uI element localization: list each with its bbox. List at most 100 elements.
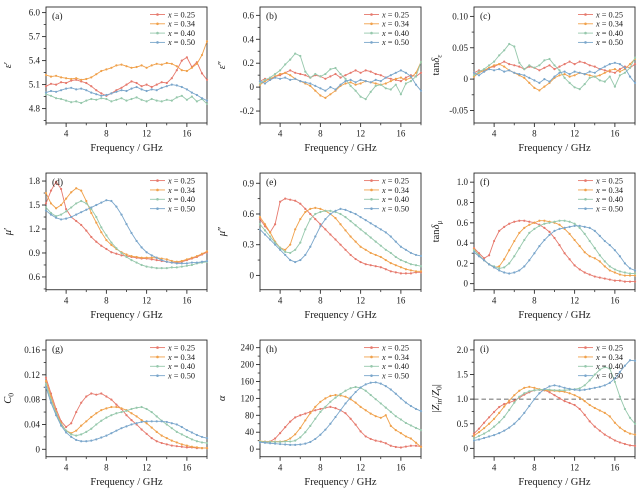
y-tick-label: -0.05 <box>449 105 468 115</box>
x-tick-label: 8 <box>318 129 323 139</box>
x-tick-label: 16 <box>182 295 191 305</box>
x-tick-label: 12 <box>356 129 365 139</box>
panel-label: (a) <box>52 11 63 22</box>
series-0.25 <box>258 197 423 275</box>
y-tick-label: 5.1 <box>29 80 40 90</box>
axes-ticks: 4 8 12 16 0.6 0.9 1.2 1.5 1.8 <box>29 176 208 305</box>
subplot-b: 4 8 12 16 -0.2 0 0.2 0.4 0.6 Frequency / GHz ε″ (b)… <box>214 0 428 166</box>
y-tick-label: 0 <box>463 279 468 289</box>
series-0.50 <box>472 359 637 442</box>
series-0.34 <box>472 385 637 437</box>
x-axis-label: Frequency / GHz <box>518 143 591 154</box>
x-tick-label: 16 <box>396 462 405 472</box>
legend: x = 0.25x = 0.34x = 0.40x = 0.50 <box>364 10 410 47</box>
y-tick-label: 0.5 <box>457 419 469 429</box>
subplot-g: 4 8 12 16 0 0.04 0.08 0.12 0.16 Frequency / GHz C0… <box>0 333 214 500</box>
series-0.50 <box>44 386 209 443</box>
x-axis-label: Frequency / GHz <box>304 143 377 154</box>
x-axis-label: Frequency / GHz <box>518 477 591 488</box>
series-0.50 <box>258 381 423 446</box>
series-0.40 <box>44 382 209 445</box>
legend: x = 0.25x = 0.34x = 0.40x = 0.50 <box>150 176 196 213</box>
series-0.50 <box>44 199 209 265</box>
legend-label: x = 0.25 <box>381 343 409 352</box>
y-tick-label: 0.9 <box>243 178 255 188</box>
subplot-e: 4 8 12 16 0 0.3 0.6 0.9 Frequency / GHz μ″ (e) x = … <box>214 166 428 333</box>
x-tick-label: 8 <box>532 129 537 139</box>
x-axis-label: Frequency / GHz <box>518 310 591 321</box>
y-tick-label: 160 <box>241 376 255 386</box>
y-tick-label: -0.2 <box>240 106 254 116</box>
y-tick-label: 0.12 <box>24 370 40 380</box>
x-tick-label: 8 <box>104 129 109 139</box>
x-tick-label: 4 <box>64 462 69 472</box>
legend-label: x = 0.34 <box>595 20 624 29</box>
legend-label: x = 0.40 <box>595 29 623 38</box>
x-tick-label: 16 <box>610 129 620 139</box>
y-tick-label: 0.16 <box>24 345 40 355</box>
legend-label: x = 0.34 <box>381 186 410 195</box>
x-tick-label: 12 <box>570 295 579 305</box>
series-0.50 <box>472 224 637 275</box>
x-axis-label: Frequency / GHz <box>304 477 377 488</box>
x-tick-label: 8 <box>532 295 537 305</box>
chart-a: 4 8 12 16 4.8 5.1 5.4 5.7 6.0 Frequency / GHz ε′ (a… <box>3 6 209 154</box>
series-0.25 <box>44 376 209 450</box>
y-tick-label: 4.8 <box>29 104 41 114</box>
legend-label: x = 0.40 <box>381 362 409 371</box>
y-tick-label: 0.08 <box>24 395 40 405</box>
y-tick-label: 40 <box>245 427 254 437</box>
axes-ticks: 4 8 12 16 4.8 5.1 5.4 5.7 6.0 <box>29 8 208 139</box>
y-tick-label: 0.3 <box>243 240 255 250</box>
x-tick-label: 16 <box>182 129 192 139</box>
x-axis-label: Frequency / GHz <box>90 310 163 321</box>
legend-label: x = 0.34 <box>167 353 196 362</box>
series-0.50 <box>258 69 423 92</box>
legend: x = 0.25x = 0.34x = 0.40x = 0.50 <box>578 343 624 380</box>
legend-label: x = 0.34 <box>595 353 624 362</box>
y-axis-label: ε′ <box>3 62 14 68</box>
axes-ticks: 4 8 12 16 0 0.3 0.6 0.9 <box>243 178 422 305</box>
legend-label: x = 0.50 <box>381 38 409 47</box>
legend-label: x = 0.50 <box>381 204 409 213</box>
x-tick-label: 4 <box>492 462 497 472</box>
y-tick-label: 5.7 <box>29 32 41 42</box>
x-tick-label: 12 <box>570 462 579 472</box>
chart-d: 4 8 12 16 0.6 0.9 1.2 1.5 1.8 Frequency / GHz μ′ (d… <box>3 172 209 321</box>
y-tick-label: 120 <box>241 393 255 403</box>
axes-ticks: 4 8 12 16 0 0.2 0.4 0.6 0.8 1.0 <box>457 177 636 305</box>
axes-ticks: 4 8 12 16 -0.2 0 0.2 0.4 0.6 <box>240 10 422 139</box>
y-tick-label: 0.2 <box>457 258 469 268</box>
y-tick-label: 5.4 <box>29 56 41 66</box>
legend: x = 0.25x = 0.34x = 0.40x = 0.50 <box>578 10 624 47</box>
x-axis-label: Frequency / GHz <box>90 143 163 154</box>
axes-ticks: 4 8 12 16 -0.05 0 0.05 0.10 <box>449 11 636 139</box>
legend-label: x = 0.50 <box>167 204 195 213</box>
x-tick-label: 16 <box>396 129 406 139</box>
y-tick-label: 0.8 <box>457 197 469 207</box>
x-tick-label: 12 <box>570 129 579 139</box>
y-tick-label: 1.5 <box>457 370 469 380</box>
legend-label: x = 0.25 <box>167 176 195 185</box>
panel-label: (c) <box>480 11 491 22</box>
legend-label: x = 0.50 <box>595 204 623 213</box>
series-0.25 <box>472 60 637 74</box>
subplot-f: 4 8 12 16 0 0.2 0.4 0.6 0.8 1.0 Frequency / GHz tan… <box>428 166 642 333</box>
x-tick-label: 4 <box>492 129 497 139</box>
y-tick-label: 1.8 <box>29 176 41 186</box>
y-tick-label: 0.6 <box>243 209 255 219</box>
y-axis-label: |Zin/Z0| <box>431 384 444 413</box>
series-0.25 <box>472 388 637 447</box>
subplot-c: 4 8 12 16 -0.05 0 0.05 0.10 Frequency / GHz tanδε… <box>428 0 642 166</box>
series-0.40 <box>472 365 637 440</box>
y-tick-label: 0.05 <box>452 43 468 53</box>
series-0.34 <box>472 57 637 92</box>
legend-label: x = 0.40 <box>167 362 195 371</box>
y-axis-label: μ′ <box>3 228 14 237</box>
y-tick-label: 200 <box>241 360 255 370</box>
x-tick-label: 12 <box>142 129 151 139</box>
panel-label: (g) <box>52 344 63 355</box>
